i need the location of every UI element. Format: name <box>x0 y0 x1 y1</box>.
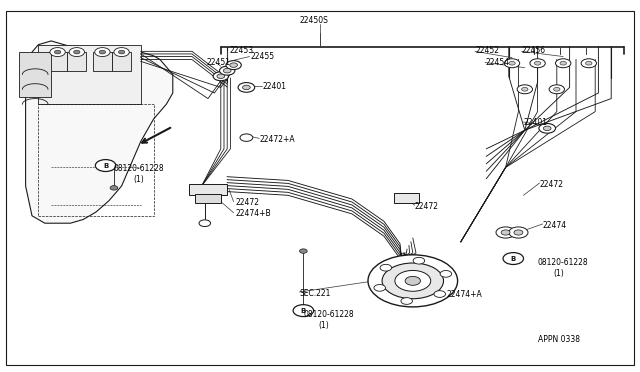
Circle shape <box>543 126 551 131</box>
Circle shape <box>95 160 116 171</box>
Text: 22474: 22474 <box>543 221 567 230</box>
Text: 22474+B: 22474+B <box>236 209 271 218</box>
Circle shape <box>50 48 65 57</box>
Circle shape <box>556 59 571 68</box>
Circle shape <box>554 87 560 91</box>
Polygon shape <box>195 194 221 203</box>
Text: 08120-61228: 08120-61228 <box>538 258 588 267</box>
Text: 22472+A: 22472+A <box>260 135 296 144</box>
Circle shape <box>226 61 241 70</box>
Circle shape <box>300 249 307 253</box>
Text: 22474+A: 22474+A <box>447 290 483 299</box>
Circle shape <box>238 83 255 92</box>
Circle shape <box>374 285 385 291</box>
Polygon shape <box>189 184 227 195</box>
Circle shape <box>530 59 545 68</box>
Text: SEC.221: SEC.221 <box>300 289 331 298</box>
Circle shape <box>380 264 392 271</box>
Text: B: B <box>511 256 516 262</box>
Text: 22453: 22453 <box>229 46 253 55</box>
Circle shape <box>503 253 524 264</box>
Circle shape <box>549 85 564 94</box>
Text: (1): (1) <box>554 269 564 278</box>
Circle shape <box>223 68 231 73</box>
Circle shape <box>243 85 250 90</box>
Circle shape <box>405 276 420 285</box>
Circle shape <box>539 124 556 133</box>
Circle shape <box>220 66 235 75</box>
Circle shape <box>69 48 84 57</box>
Circle shape <box>368 255 458 307</box>
Text: (1): (1) <box>319 321 330 330</box>
Polygon shape <box>38 45 141 104</box>
Circle shape <box>199 220 211 227</box>
Text: 22472: 22472 <box>415 202 439 211</box>
Text: B: B <box>301 308 306 314</box>
Polygon shape <box>48 52 67 71</box>
Circle shape <box>217 74 225 78</box>
Text: 22401: 22401 <box>524 118 548 126</box>
Circle shape <box>534 61 541 65</box>
Text: B: B <box>103 163 108 169</box>
Circle shape <box>99 50 106 54</box>
Circle shape <box>114 48 129 57</box>
Text: 08120-61228: 08120-61228 <box>304 310 355 319</box>
Circle shape <box>382 263 444 299</box>
Circle shape <box>230 63 237 67</box>
Circle shape <box>440 270 452 277</box>
Circle shape <box>395 270 431 291</box>
Circle shape <box>434 291 445 297</box>
Text: 22456: 22456 <box>522 46 546 55</box>
Circle shape <box>509 227 528 238</box>
Circle shape <box>514 230 523 235</box>
Circle shape <box>293 305 314 317</box>
Circle shape <box>401 298 412 304</box>
Circle shape <box>110 186 118 190</box>
Text: 22451: 22451 <box>207 58 231 67</box>
Text: 22401: 22401 <box>262 82 287 91</box>
Polygon shape <box>394 193 419 203</box>
Circle shape <box>586 61 592 65</box>
Circle shape <box>509 61 515 65</box>
Circle shape <box>581 59 596 68</box>
Circle shape <box>517 85 532 94</box>
Text: 22472: 22472 <box>236 198 260 207</box>
Circle shape <box>413 257 425 264</box>
Circle shape <box>54 50 61 54</box>
Circle shape <box>504 59 520 68</box>
Circle shape <box>118 50 125 54</box>
Circle shape <box>501 230 510 235</box>
Polygon shape <box>19 52 51 97</box>
Polygon shape <box>67 52 86 71</box>
Text: 22452: 22452 <box>476 46 499 55</box>
Circle shape <box>95 48 110 57</box>
Text: 22472: 22472 <box>540 180 564 189</box>
Text: 22455: 22455 <box>251 52 275 61</box>
Polygon shape <box>112 52 131 71</box>
Polygon shape <box>93 52 112 71</box>
Text: 08120-61228: 08120-61228 <box>114 164 164 173</box>
Text: 22454: 22454 <box>485 58 509 67</box>
Circle shape <box>496 227 515 238</box>
Circle shape <box>74 50 80 54</box>
Circle shape <box>240 134 253 141</box>
Text: APPN 0338: APPN 0338 <box>538 335 580 344</box>
Circle shape <box>560 61 566 65</box>
Circle shape <box>213 72 228 81</box>
Text: (1): (1) <box>133 175 144 184</box>
Text: 22450S: 22450S <box>300 16 328 25</box>
Polygon shape <box>26 41 173 223</box>
Circle shape <box>522 87 528 91</box>
